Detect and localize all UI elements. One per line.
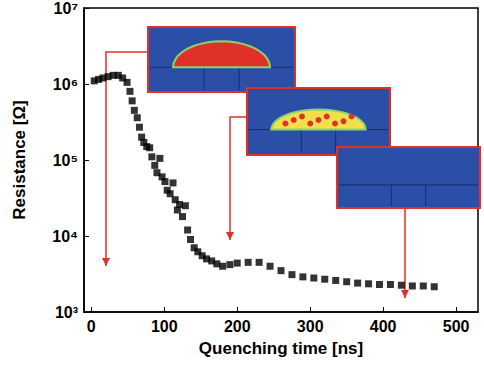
svg-text:10⁷: 10⁷ [54, 0, 78, 17]
svg-text:200: 200 [224, 318, 251, 335]
svg-text:400: 400 [370, 318, 397, 335]
svg-text:0: 0 [87, 318, 96, 335]
svg-text:Resistance [Ω]: Resistance [Ω] [10, 100, 29, 219]
svg-text:100: 100 [151, 318, 178, 335]
svg-text:300: 300 [297, 318, 324, 335]
svg-text:10⁵: 10⁵ [53, 152, 78, 169]
svg-text:Quenching time [ns]: Quenching time [ns] [199, 339, 363, 358]
svg-text:10³: 10³ [55, 304, 78, 321]
svg-text:10⁴: 10⁴ [52, 228, 78, 245]
svg-text:10⁶: 10⁶ [53, 76, 78, 93]
svg-text:500: 500 [443, 318, 470, 335]
